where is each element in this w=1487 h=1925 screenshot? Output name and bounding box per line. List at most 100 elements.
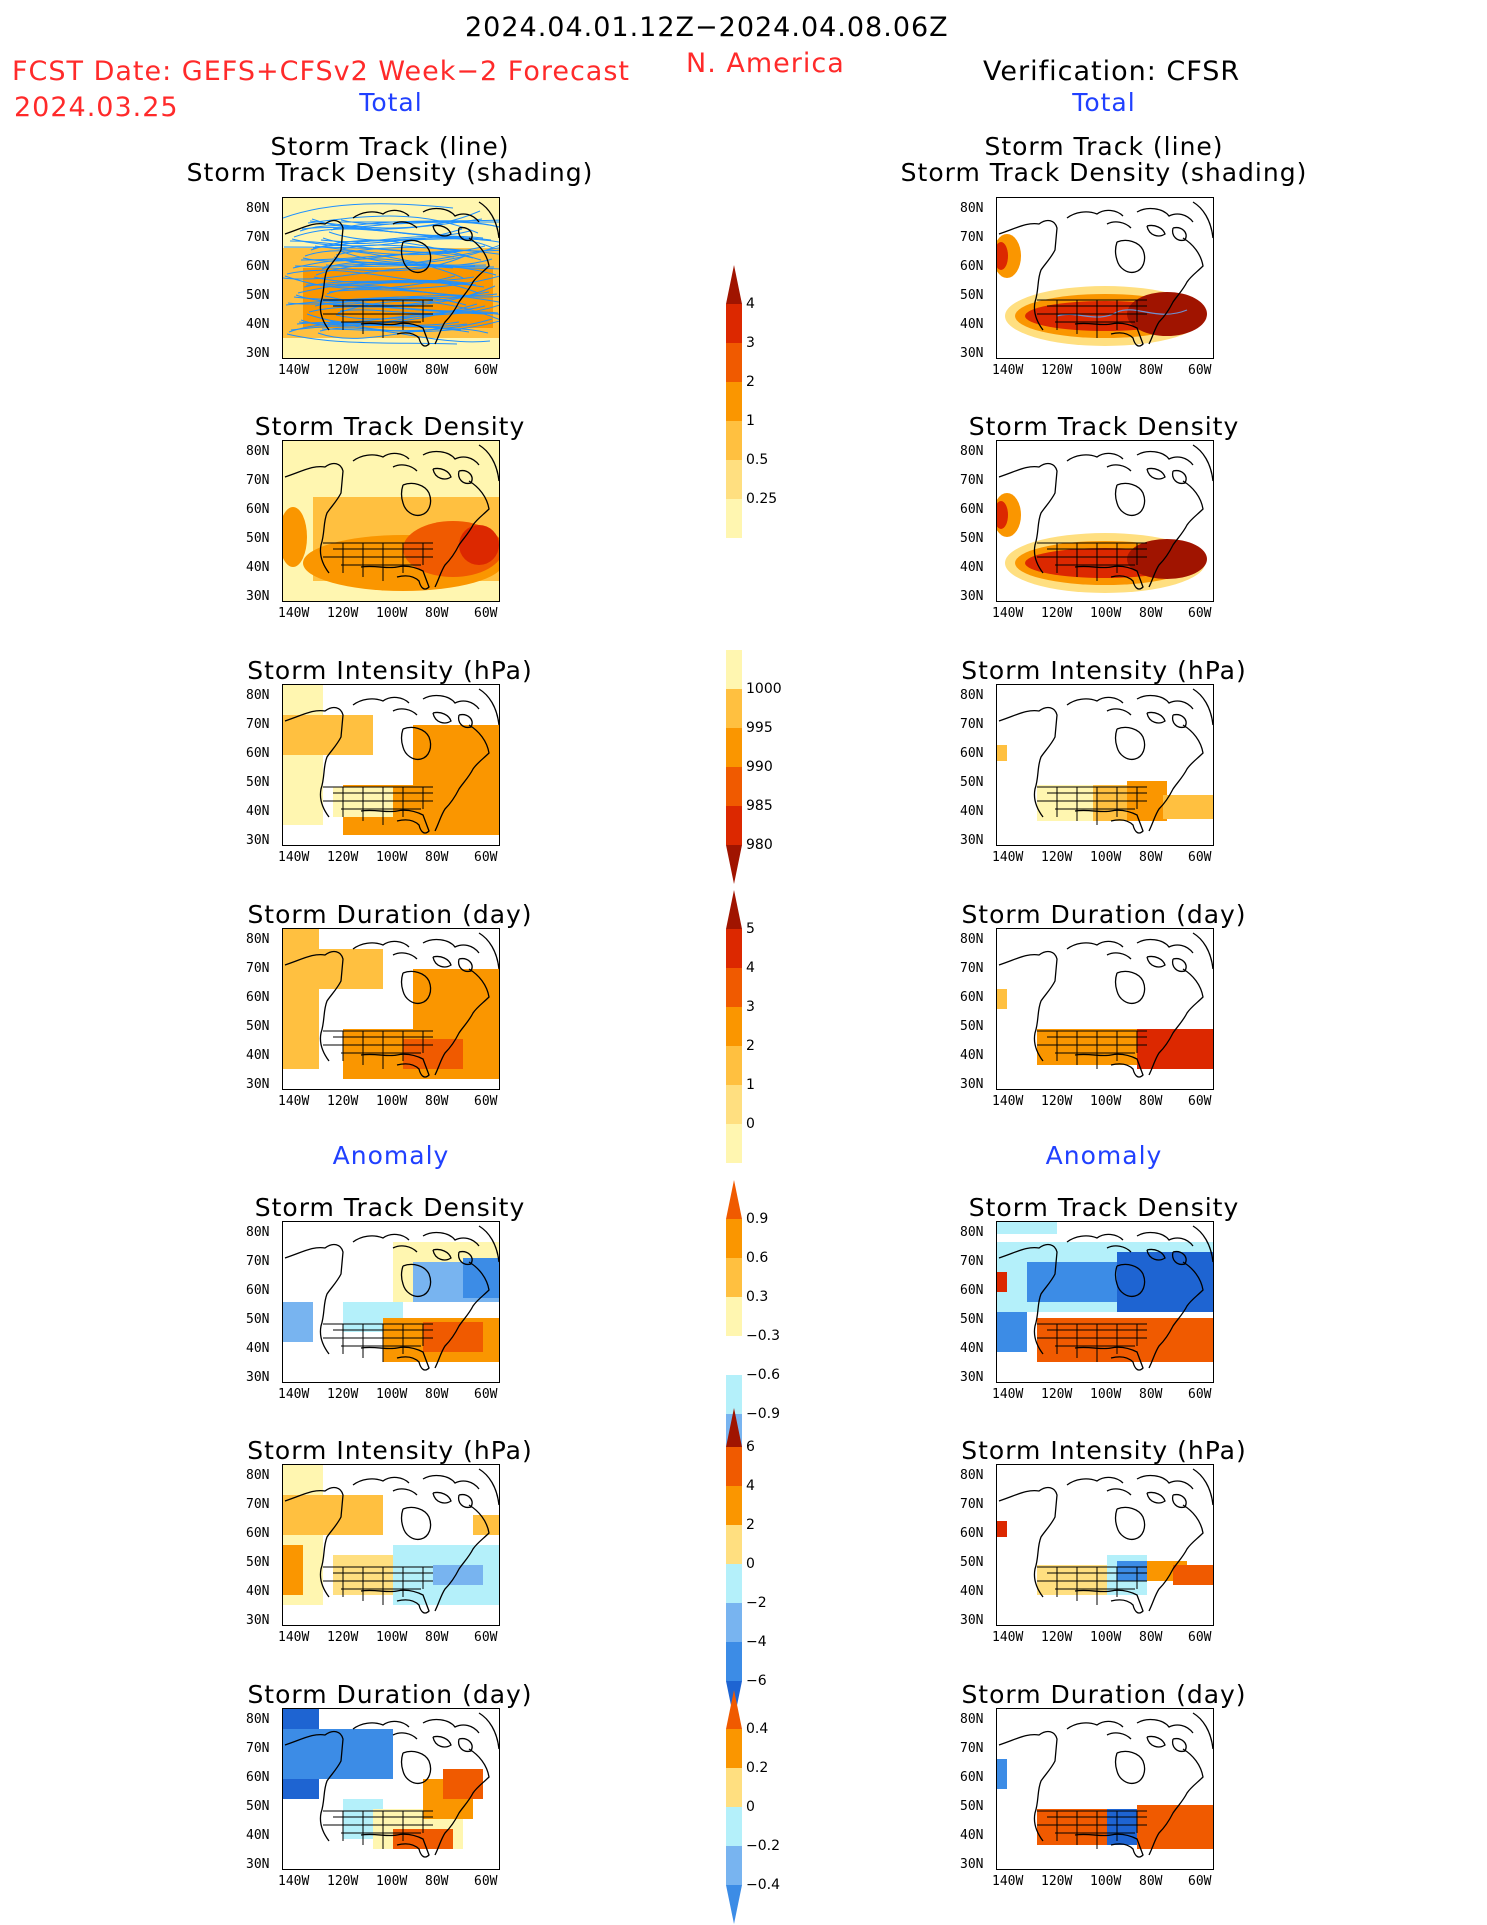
lon-tick-label: 80W: [1139, 1387, 1163, 1402]
obs-intensity-title: Storm Intensity (hPa): [961, 656, 1247, 685]
lon-tick-label: 140W: [278, 363, 310, 378]
lon-tick-label: 140W: [992, 1630, 1024, 1645]
lat-tick-label: 50N: [246, 1312, 270, 1327]
lat-tick-label: 40N: [960, 1584, 984, 1599]
colorbar-label: 0.6: [746, 1250, 769, 1266]
lon-tick-label: 60W: [1188, 1630, 1212, 1645]
lat-tick-label: 70N: [246, 230, 270, 245]
lat-tick-label: 60N: [246, 746, 270, 761]
lon-tick-label: 140W: [992, 1094, 1024, 1109]
colorbar-label: 985: [746, 798, 773, 814]
lon-tick-label: 80W: [425, 1630, 449, 1645]
fcst-label: FCST Date: GEFS+CFSv2 Week−2 Forecast: [12, 56, 631, 87]
region-label: N. America: [686, 48, 845, 79]
fcst-track-line-title-2: Storm Track Density (shading): [186, 158, 594, 187]
lat-tick-label: 70N: [960, 1497, 984, 1512]
colorbar-label: 995: [746, 720, 773, 736]
lon-tick-label: 60W: [474, 850, 498, 865]
lat-tick-label: 60N: [960, 259, 984, 274]
obs-density-title: Storm Track Density: [968, 412, 1240, 441]
lon-tick-label: 60W: [1188, 1387, 1212, 1402]
lon-tick-label: 60W: [474, 1630, 498, 1645]
lat-tick-label: 30N: [246, 833, 270, 848]
colorbar-label: 0: [746, 1116, 755, 1132]
lon-tick-label: 140W: [992, 363, 1024, 378]
lon-tick-label: 80W: [1139, 1630, 1163, 1645]
lat-tick-label: 40N: [246, 560, 270, 575]
lon-tick-label: 120W: [327, 606, 359, 621]
lon-tick-label: 100W: [1090, 1874, 1122, 1889]
lon-tick-label: 120W: [1041, 850, 1073, 865]
colorbar-label: 2: [746, 374, 755, 390]
fcst-intensity-anom-title: Storm Intensity (hPa): [247, 1436, 533, 1465]
lon-tick-label: 120W: [327, 1094, 359, 1109]
lon-tick-label: 100W: [376, 363, 408, 378]
lat-tick-label: 50N: [960, 1019, 984, 1034]
lat-tick-label: 50N: [960, 1555, 984, 1570]
colorbar-label: 0: [746, 1556, 755, 1572]
lat-tick-label: 80N: [960, 932, 984, 947]
lon-tick-label: 100W: [376, 850, 408, 865]
obs-density-map: [996, 440, 1214, 602]
lon-tick-label: 60W: [474, 1387, 498, 1402]
verification-label: Verification: CFSR: [983, 56, 1241, 87]
lat-tick-label: 50N: [960, 1799, 984, 1814]
lat-tick-label: 50N: [246, 531, 270, 546]
lon-tick-label: 140W: [278, 850, 310, 865]
obs-duration-map: [996, 928, 1214, 1090]
lat-tick-label: 30N: [960, 346, 984, 361]
lat-tick-label: 50N: [960, 288, 984, 303]
colorbar-intensity-anom: [726, 1408, 746, 1720]
colorbar-label: 2: [746, 1517, 755, 1533]
colorbar-label: 3: [746, 999, 755, 1015]
fcst-density-anom-title: Storm Track Density: [254, 1193, 526, 1222]
lat-tick-label: 40N: [960, 317, 984, 332]
fcst-duration-title: Storm Duration (day): [247, 900, 533, 929]
lon-tick-label: 140W: [992, 1874, 1024, 1889]
lat-tick-label: 40N: [960, 560, 984, 575]
lat-tick-label: 30N: [246, 346, 270, 361]
lat-tick-label: 30N: [960, 589, 984, 604]
lat-tick-label: 80N: [246, 1225, 270, 1240]
lat-tick-label: 80N: [246, 688, 270, 703]
colorbar-label: 5: [746, 921, 755, 937]
lat-tick-label: 40N: [960, 1341, 984, 1356]
colorbar-label: −2: [746, 1595, 767, 1611]
lon-tick-label: 80W: [1139, 363, 1163, 378]
lat-tick-label: 80N: [960, 444, 984, 459]
lat-tick-label: 70N: [960, 473, 984, 488]
lon-tick-label: 140W: [992, 1387, 1024, 1402]
colorbar-intensity: [726, 650, 746, 884]
colorbar-label: −0.4: [746, 1877, 780, 1893]
lon-tick-label: 60W: [1188, 363, 1212, 378]
lat-tick-label: 40N: [246, 1584, 270, 1599]
lon-tick-label: 120W: [1041, 1387, 1073, 1402]
fcst-track-line-title: Storm Track (line): [270, 132, 510, 161]
lat-tick-label: 40N: [960, 1048, 984, 1063]
lat-tick-label: 70N: [960, 1741, 984, 1756]
lat-tick-label: 50N: [960, 531, 984, 546]
lat-tick-label: 40N: [960, 1828, 984, 1843]
lat-tick-label: 40N: [246, 804, 270, 819]
lat-tick-label: 60N: [246, 1526, 270, 1541]
lon-tick-label: 80W: [425, 1094, 449, 1109]
lat-tick-label: 80N: [246, 932, 270, 947]
page-title: 2024.04.01.12Z−2024.04.08.06Z: [465, 12, 949, 43]
lat-tick-label: 80N: [246, 201, 270, 216]
fcst-duration-anom-map: [282, 1708, 500, 1870]
lat-tick-label: 30N: [246, 1613, 270, 1628]
colorbar-label: 3: [746, 335, 755, 351]
lon-tick-label: 120W: [327, 363, 359, 378]
lat-tick-label: 30N: [960, 1857, 984, 1872]
fcst-density-title: Storm Track Density: [254, 412, 526, 441]
lat-tick-label: 60N: [960, 1283, 984, 1298]
lat-tick-label: 60N: [960, 990, 984, 1005]
colorbar-label: 0.3: [746, 1289, 769, 1305]
lat-tick-label: 80N: [960, 1468, 984, 1483]
colorbar-label: −0.6: [746, 1367, 780, 1383]
fcst-density-map: [282, 440, 500, 602]
section-anomaly-right: Anomaly: [1045, 1141, 1163, 1170]
colorbar-label: 0: [746, 1799, 755, 1815]
lon-tick-label: 100W: [1090, 1094, 1122, 1109]
colorbar-label: 0.25: [746, 491, 778, 507]
